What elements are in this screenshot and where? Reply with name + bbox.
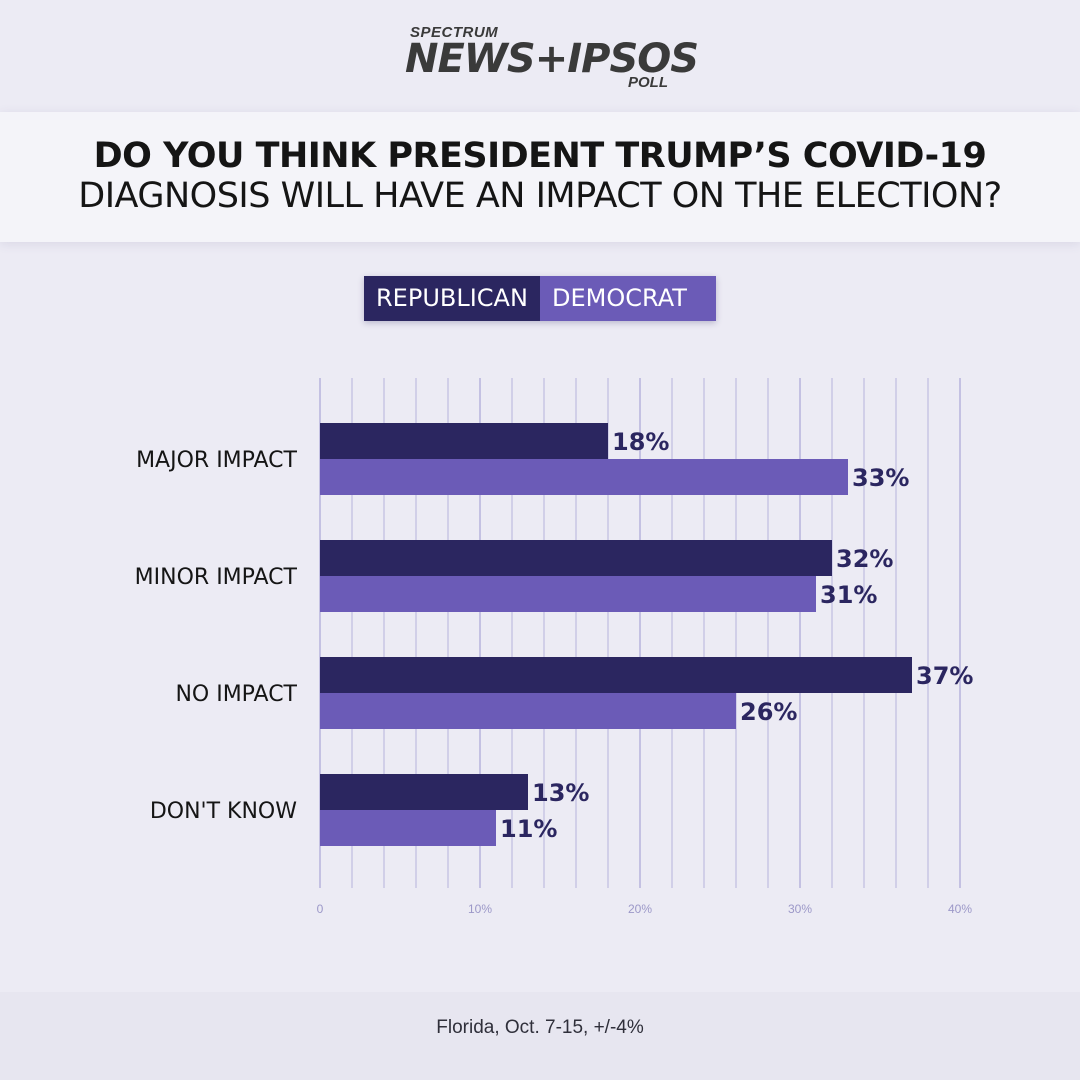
data-label: 18% — [612, 428, 669, 456]
category-label: MINOR IMPACT — [135, 565, 298, 590]
category-label: NO IMPACT — [175, 682, 297, 707]
x-tick-label: 30% — [788, 902, 812, 916]
x-tick-label: 20% — [628, 902, 652, 916]
bar-democrat — [320, 459, 848, 495]
category-label: MAJOR IMPACT — [136, 448, 297, 473]
footer-note: Florida, Oct. 7-15, +/-4% — [436, 1017, 644, 1038]
bar-republican — [320, 540, 832, 576]
brand-logo: SPECTRUM NEWS+IPSOS POLL — [0, 24, 1080, 114]
brand-top-text: SPECTRUM — [410, 24, 499, 41]
bar-republican — [320, 423, 608, 459]
legend-democrat: DEMOCRAT — [540, 276, 716, 321]
data-label: 11% — [500, 815, 557, 843]
brand-main-text: NEWS+IPSOS — [405, 36, 699, 82]
data-label: 37% — [916, 662, 973, 690]
chart-title-line1: DO YOU THINK PRESIDENT TRUMP’S COVID-19 — [93, 136, 987, 176]
x-tick-label: 40% — [948, 902, 972, 916]
bar-republican — [320, 774, 528, 810]
data-label: 33% — [852, 464, 909, 492]
category-label: DON'T KNOW — [150, 799, 297, 824]
chart-title-line2: DIAGNOSIS WILL HAVE AN IMPACT ON THE ELE… — [78, 176, 1002, 216]
bar-democrat — [320, 810, 496, 846]
data-label: 32% — [836, 545, 893, 573]
footer-band: Florida, Oct. 7-15, +/-4% — [0, 992, 1080, 1080]
title-band: DO YOU THINK PRESIDENT TRUMP’S COVID-19 … — [0, 112, 1080, 242]
x-tick-label: 10% — [468, 902, 492, 916]
bar-democrat — [320, 576, 816, 612]
legend-republican: REPUBLICAN — [364, 276, 540, 321]
bar-democrat — [320, 693, 736, 729]
data-label: 26% — [740, 698, 797, 726]
bar-republican — [320, 657, 912, 693]
data-label: 31% — [820, 581, 877, 609]
x-tick-label: 0 — [317, 902, 324, 916]
legend: REPUBLICAN DEMOCRAT — [364, 276, 716, 321]
brand-sub-text: POLL — [628, 74, 668, 91]
data-label: 13% — [532, 779, 589, 807]
